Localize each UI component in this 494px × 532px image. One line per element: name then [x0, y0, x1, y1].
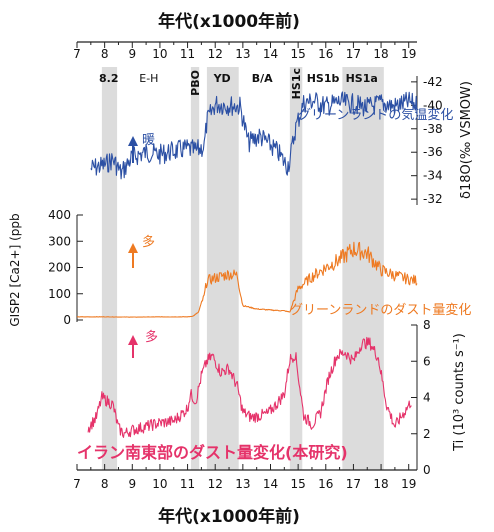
- ti-dust-arrow: [128, 335, 138, 358]
- series-line-2: [87, 336, 412, 438]
- warm-arrow: [128, 136, 138, 163]
- period-band-8.2: [101, 67, 118, 470]
- top-axis-ticks: 7 8 9 10 11 12 13 14 15 16 17 18 19: [73, 42, 416, 61]
- ti-axis-ticks: 8 6 4 2 0: [411, 318, 431, 477]
- series-line-0: [90, 91, 418, 180]
- period-shading: [101, 67, 384, 470]
- period-band-HS1a: [342, 67, 384, 470]
- period-label: B/A: [252, 72, 273, 85]
- y-tick-label: -38: [423, 122, 443, 136]
- warm-label: 暖: [142, 133, 155, 148]
- y-tick-label: 100: [48, 287, 71, 301]
- series-line-1: [76, 241, 418, 318]
- x-tick-label: 19: [401, 47, 416, 61]
- y-tick-label: 0: [423, 463, 431, 477]
- y-tick-label: -42: [423, 75, 443, 89]
- ti-axis-label: Ti (10³ counts s⁻¹): [452, 333, 467, 452]
- greenland-dust-label: グリーンランドのダスト量変化: [290, 302, 471, 318]
- x-tick-label: 15: [290, 47, 305, 61]
- x-tick-label: 11: [180, 47, 195, 61]
- y-tick-label: -32: [423, 192, 443, 206]
- y-tick-label: -40: [423, 98, 443, 112]
- period-label: E-H: [139, 72, 158, 85]
- period-label: YD: [213, 72, 231, 85]
- period-labels: 8.2 E-H PBO YD B/A HS1c HS1b HS1a: [99, 68, 378, 99]
- ca-axis-ticks: 400 300 200 100 0: [48, 208, 83, 327]
- x-tick-label: 10: [152, 47, 167, 61]
- bottom-axis-title: 年代(x1000年前): [158, 506, 300, 527]
- x-tick-label: 12: [208, 477, 223, 491]
- x-tick-label: 11: [180, 477, 195, 491]
- x-tick-label: 13: [235, 477, 250, 491]
- ti-more-label: 多: [145, 329, 158, 345]
- series-lines: [76, 91, 418, 438]
- x-tick-label: 14: [263, 477, 278, 491]
- y-tick-label: 6: [423, 354, 431, 368]
- y-tick-label: -34: [423, 169, 443, 183]
- y-tick-label: 300: [48, 234, 71, 248]
- period-label: HS1a: [346, 72, 378, 85]
- d18o-axis-ticks: -32 -34 -36 -38 -40 -42: [411, 75, 443, 206]
- x-tick-label: 10: [152, 477, 167, 491]
- y-tick-label: 200: [48, 261, 71, 275]
- y-tick-label: 4: [423, 391, 431, 405]
- x-tick-label: 13: [235, 47, 250, 61]
- period-band-YD: [206, 67, 239, 470]
- x-tick-label: 17: [346, 477, 361, 491]
- bottom-axis-ticks: 7 8 9 10 11 12 13 14 15 16 17 18 19: [73, 464, 416, 491]
- x-tick-label: 8: [101, 47, 109, 61]
- y-tick-label: -36: [423, 145, 443, 159]
- iran-dust-label: イラン南東部のダスト量変化(本研究): [77, 443, 348, 462]
- greenland-temp-label: グリーンランドの気温変化: [298, 107, 453, 123]
- x-tick-label: 7: [73, 47, 81, 61]
- x-tick-label: 15: [290, 477, 305, 491]
- ca-dust-arrow: [128, 243, 138, 268]
- ca-axis-label: GISP2 [Ca2+] (ppb: [8, 213, 22, 326]
- x-tick-label: 9: [128, 47, 136, 61]
- x-tick-label: 14: [263, 47, 278, 61]
- y-tick-label: 0: [63, 313, 71, 327]
- x-tick-label: 19: [401, 477, 416, 491]
- top-axis-title: 年代(x1000年前): [158, 11, 300, 32]
- period-label: 8.2: [99, 72, 119, 85]
- x-tick-label: 9: [128, 477, 136, 491]
- period-band-PBO: [190, 67, 200, 470]
- x-tick-label: 16: [318, 477, 333, 491]
- period-label: HS1b: [307, 72, 340, 85]
- y-tick-label: 400: [48, 208, 71, 222]
- x-tick-label: 17: [346, 47, 361, 61]
- x-tick-label: 18: [373, 477, 388, 491]
- x-tick-label: 18: [373, 47, 388, 61]
- period-label: HS1c: [290, 68, 303, 99]
- x-tick-label: 16: [318, 47, 333, 61]
- d18o-axis-label: δ18O(‰ VSMOW): [459, 81, 474, 199]
- y-tick-label: 8: [423, 318, 431, 332]
- ca-more-label: 多: [142, 234, 155, 250]
- x-tick-label: 12: [208, 47, 223, 61]
- x-tick-label: 7: [73, 477, 81, 491]
- period-band-HS1c: [289, 67, 303, 470]
- y-tick-label: 2: [423, 427, 431, 441]
- x-tick-label: 8: [101, 477, 109, 491]
- period-label: PBO: [189, 70, 202, 96]
